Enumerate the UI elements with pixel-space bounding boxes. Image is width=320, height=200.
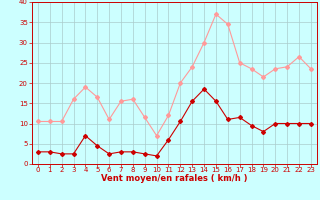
- X-axis label: Vent moyen/en rafales ( km/h ): Vent moyen/en rafales ( km/h ): [101, 174, 248, 183]
